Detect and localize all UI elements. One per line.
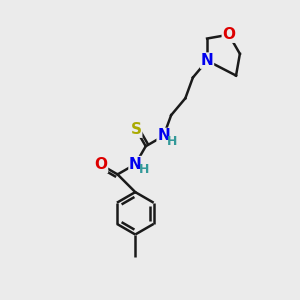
Text: S: S (131, 122, 142, 137)
Text: O: O (222, 27, 235, 42)
Text: H: H (167, 135, 177, 148)
Text: O: O (94, 157, 107, 172)
Text: H: H (139, 163, 149, 176)
Text: N: N (157, 128, 170, 143)
Text: N: N (129, 157, 142, 172)
Text: N: N (201, 53, 214, 68)
